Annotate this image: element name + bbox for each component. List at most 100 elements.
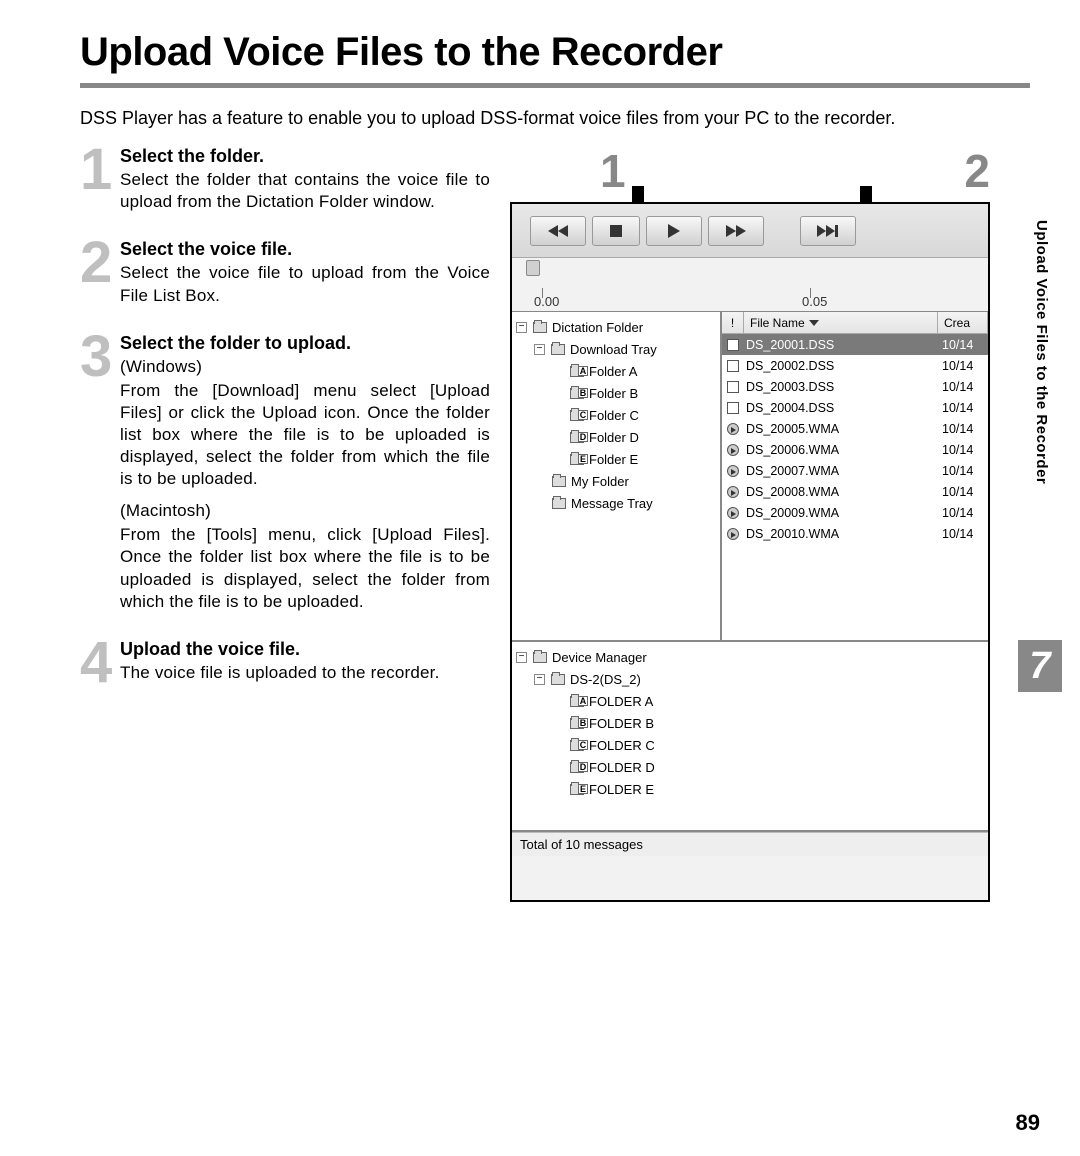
slider-knob[interactable] bbox=[526, 260, 540, 276]
file-row[interactable]: DS_20003.DSS 10/14 bbox=[722, 376, 988, 397]
tree-dictation-folder[interactable]: −Dictation Folder bbox=[514, 316, 718, 338]
step: 4 Upload the voice file. The voice file … bbox=[80, 637, 490, 694]
file-name: DS_20004.DSS bbox=[744, 401, 938, 415]
col-created[interactable]: Crea bbox=[938, 312, 988, 333]
file-row[interactable]: DS_20010.WMA 10/14 bbox=[722, 523, 988, 544]
col-priority[interactable]: ! bbox=[722, 312, 744, 333]
tree-folder[interactable]: EFolder E bbox=[514, 448, 718, 470]
file-list-header[interactable]: ! File Name Crea bbox=[722, 312, 988, 334]
file-type-icon bbox=[722, 444, 744, 456]
file-name: DS_20010.WMA bbox=[744, 527, 938, 541]
step-text: From the [Tools] menu, click [Upload Fil… bbox=[120, 524, 490, 612]
device-tree-pane[interactable]: −Device Manager−DS-2(DS_2)AFOLDER ABFOLD… bbox=[512, 642, 988, 832]
sort-arrow-icon bbox=[809, 320, 819, 326]
file-list-pane[interactable]: ! File Name Crea DS_20001.DSS 10/14 DS_2… bbox=[722, 312, 988, 640]
file-date: 10/14 bbox=[938, 527, 988, 541]
device-folder[interactable]: CFOLDER C bbox=[514, 734, 986, 756]
step-text: (Windows) bbox=[120, 356, 490, 378]
device-folder[interactable]: DFOLDER D bbox=[514, 756, 986, 778]
figure-column: 1 2 bbox=[510, 144, 1030, 902]
tree-folder[interactable]: CFolder C bbox=[514, 404, 718, 426]
page-title: Upload Voice Files to the Recorder bbox=[80, 30, 1030, 75]
file-type-icon bbox=[722, 360, 744, 372]
file-type-icon bbox=[722, 507, 744, 519]
expand-icon[interactable]: − bbox=[516, 322, 527, 333]
stop-button[interactable] bbox=[592, 216, 640, 246]
expand-icon[interactable]: − bbox=[516, 652, 527, 663]
step: 2 Select the voice file. Select the voic… bbox=[80, 237, 490, 316]
file-type-icon bbox=[722, 423, 744, 435]
expand-icon[interactable]: − bbox=[534, 344, 545, 355]
tree-folder[interactable]: BFolder B bbox=[514, 382, 718, 404]
file-date: 10/14 bbox=[938, 464, 988, 478]
step-text: The voice file is uploaded to the record… bbox=[120, 662, 490, 684]
file-date: 10/14 bbox=[938, 338, 988, 352]
folder-tree-pane[interactable]: −Dictation Folder−Download TrayAFolder A… bbox=[512, 312, 722, 640]
tree-message-tray[interactable]: Message Tray bbox=[514, 492, 718, 514]
file-row[interactable]: DS_20001.DSS 10/14 bbox=[722, 334, 988, 355]
intro-text: DSS Player has a feature to enable you t… bbox=[80, 106, 1030, 130]
file-name: DS_20008.WMA bbox=[744, 485, 938, 499]
file-type-icon bbox=[722, 465, 744, 477]
file-row[interactable]: DS_20007.WMA 10/14 bbox=[722, 460, 988, 481]
tree-my-folder[interactable]: My Folder bbox=[514, 470, 718, 492]
file-date: 10/14 bbox=[938, 359, 988, 373]
file-name: DS_20006.WMA bbox=[744, 443, 938, 457]
step-text: Select the folder that contains the voic… bbox=[120, 169, 490, 213]
ruler-tick-1: 0.05 bbox=[802, 294, 827, 309]
tree-folder[interactable]: DFolder D bbox=[514, 426, 718, 448]
step-text: (Macintosh) bbox=[120, 500, 490, 522]
page-number: 89 bbox=[1016, 1110, 1040, 1136]
device-manager[interactable]: −Device Manager bbox=[514, 646, 986, 668]
chapter-tab: 7 bbox=[1018, 640, 1062, 692]
step: 3 Select the folder to upload. (Windows)… bbox=[80, 331, 490, 623]
device-folder[interactable]: AFOLDER A bbox=[514, 690, 986, 712]
file-type-icon bbox=[722, 486, 744, 498]
expand-icon[interactable]: − bbox=[534, 674, 545, 685]
device-folder[interactable]: BFOLDER B bbox=[514, 712, 986, 734]
step-title: Select the voice file. bbox=[120, 239, 490, 260]
file-row[interactable]: DS_20002.DSS 10/14 bbox=[722, 355, 988, 376]
file-type-icon bbox=[722, 528, 744, 540]
file-date: 10/14 bbox=[938, 401, 988, 415]
step-number: 1 bbox=[80, 144, 120, 223]
tree-download-tray[interactable]: −Download Tray bbox=[514, 338, 718, 360]
file-row[interactable]: DS_20004.DSS 10/14 bbox=[722, 397, 988, 418]
step-number: 3 bbox=[80, 331, 120, 623]
step-title: Upload the voice file. bbox=[120, 639, 490, 660]
tree-folder[interactable]: AFolder A bbox=[514, 360, 718, 382]
step-number: 2 bbox=[80, 237, 120, 316]
ruler-tick-0: 0.00 bbox=[534, 294, 559, 309]
time-ruler: 0.00 0.05 bbox=[512, 284, 988, 312]
device-folder[interactable]: EFOLDER E bbox=[514, 778, 986, 800]
step-title: Select the folder. bbox=[120, 146, 490, 167]
position-slider[interactable] bbox=[512, 258, 988, 284]
file-row[interactable]: DS_20009.WMA 10/14 bbox=[722, 502, 988, 523]
file-date: 10/14 bbox=[938, 506, 988, 520]
play-button[interactable] bbox=[646, 216, 702, 246]
col-filename[interactable]: File Name bbox=[744, 312, 938, 333]
fast-forward-button[interactable] bbox=[708, 216, 764, 246]
file-date: 10/14 bbox=[938, 485, 988, 499]
file-row[interactable]: DS_20006.WMA 10/14 bbox=[722, 439, 988, 460]
file-date: 10/14 bbox=[938, 380, 988, 394]
callout-1: 1 bbox=[600, 144, 626, 198]
file-row[interactable]: DS_20008.WMA 10/14 bbox=[722, 481, 988, 502]
title-rule bbox=[80, 83, 1030, 88]
file-name: DS_20001.DSS bbox=[744, 338, 938, 352]
file-row[interactable]: DS_20005.WMA 10/14 bbox=[722, 418, 988, 439]
device-name[interactable]: −DS-2(DS_2) bbox=[514, 668, 986, 690]
col-filename-label: File Name bbox=[750, 316, 805, 330]
file-name: DS_20002.DSS bbox=[744, 359, 938, 373]
file-name: DS_20003.DSS bbox=[744, 380, 938, 394]
file-name: DS_20005.WMA bbox=[744, 422, 938, 436]
app-window: 0.00 0.05 −Dictation Folder−Download Tra… bbox=[510, 202, 990, 902]
status-bar: Total of 10 messages bbox=[512, 832, 988, 856]
skip-forward-button[interactable] bbox=[800, 216, 856, 246]
step-title: Select the folder to upload. bbox=[120, 333, 490, 354]
file-date: 10/14 bbox=[938, 443, 988, 457]
callout-2: 2 bbox=[964, 144, 990, 198]
rewind-button[interactable] bbox=[530, 216, 586, 246]
file-name: DS_20009.WMA bbox=[744, 506, 938, 520]
step-number: 4 bbox=[80, 637, 120, 694]
